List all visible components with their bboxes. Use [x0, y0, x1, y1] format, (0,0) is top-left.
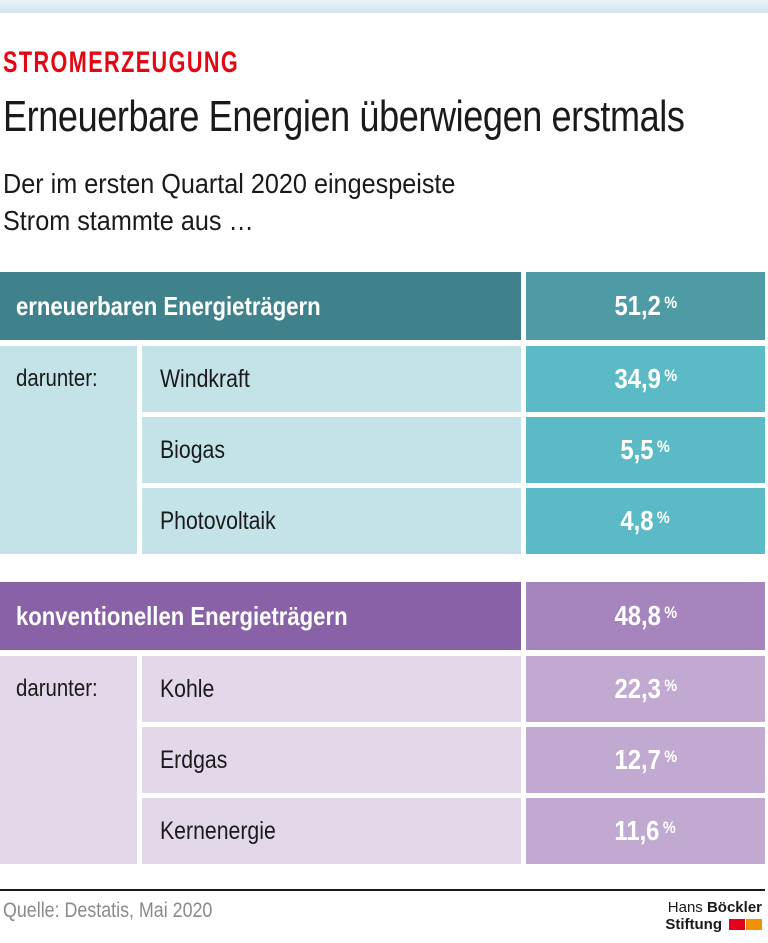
- table-row-value-cell: 12,7%: [526, 727, 765, 793]
- table-row-value-cell: 4,8%: [526, 488, 765, 554]
- table-row-label-cell: Kernenergie: [142, 798, 521, 864]
- table-row-value-cell: 22,3%: [526, 656, 765, 722]
- conventional-header-value: 48,8%: [614, 600, 677, 631]
- percent-sign: %: [663, 676, 677, 695]
- conventional-header-value-cell: 48,8%: [526, 582, 765, 650]
- table-row-value-cell: 11,6%: [526, 798, 765, 864]
- conventional-header-label: konventionellen Energieträgern: [16, 600, 348, 631]
- row-value: 11,6%: [614, 815, 677, 846]
- kicker-text: STROMERZEUGUNG: [3, 46, 240, 79]
- subtitle: Der im ersten Quartal 2020 eingespeiste …: [3, 165, 768, 239]
- row-label: Biogas: [160, 435, 225, 464]
- row-value: 4,8%: [620, 505, 671, 536]
- row-value: 22,3%: [614, 673, 677, 704]
- table-row-label-cell: Photovoltaik: [142, 488, 521, 554]
- footer: Quelle: Destatis, Mai 2020 Hans Böckler …: [0, 891, 765, 933]
- conventional-header-cell: konventionellen Energieträgern: [0, 582, 521, 650]
- top-accent-bar: [0, 0, 768, 13]
- renewables-darunter-cell: darunter:: [0, 346, 137, 554]
- source-text: Quelle: Destatis, Mai 2020: [3, 899, 213, 922]
- renewables-table: erneuerbaren Energieträgern 51,2% darunt…: [0, 272, 765, 554]
- percent-sign: %: [663, 366, 677, 385]
- renewables-header-value: 51,2%: [614, 290, 677, 321]
- kicker: STROMERZEUGUNG: [3, 47, 768, 79]
- page-title: Erneuerbare Energien überwiegen erstmals: [3, 93, 768, 141]
- source-note: Quelle: Destatis, Mai 2020: [3, 899, 249, 923]
- table-row-label-cell: Biogas: [142, 417, 521, 483]
- conventional-darunter-cell: darunter:: [0, 656, 137, 864]
- renewables-header-cell: erneuerbaren Energieträgern: [0, 272, 521, 340]
- percent-sign: %: [663, 293, 677, 312]
- renewables-header-label: erneuerbaren Energieträgern: [16, 290, 321, 321]
- table-row-label-cell: Erdgas: [142, 727, 521, 793]
- percent-sign: %: [657, 437, 671, 456]
- conventional-table: konventionellen Energieträgern 48,8% dar…: [0, 582, 765, 864]
- subtitle-line-1: Der im ersten Quartal 2020 eingespeiste: [3, 168, 456, 199]
- table-row-label-cell: Kohle: [142, 656, 521, 722]
- table-row-value-cell: 5,5%: [526, 417, 765, 483]
- row-value: 12,7%: [614, 744, 677, 775]
- header: STROMERZEUGUNG Erneuerbare Energien über…: [0, 47, 768, 239]
- table-row-label-cell: Windkraft: [142, 346, 521, 412]
- footer-divider: [0, 889, 765, 891]
- darunter-label: darunter:: [16, 365, 98, 392]
- row-label: Photovoltaik: [160, 506, 276, 535]
- hans-boeckler-stiftung-logo: Hans Böckler Stiftung: [665, 899, 762, 933]
- percent-sign: %: [663, 603, 677, 622]
- logo-line-1: Hans Böckler: [667, 899, 762, 916]
- row-label: Kernenergie: [160, 816, 276, 845]
- row-value: 5,5%: [620, 434, 671, 465]
- percent-sign: %: [663, 747, 677, 766]
- row-label: Erdgas: [160, 745, 228, 774]
- renewables-header-value-cell: 51,2%: [526, 272, 765, 340]
- logo-line-2: Stiftung: [665, 916, 762, 933]
- darunter-label: darunter:: [16, 675, 98, 702]
- table-row-value-cell: 34,9%: [526, 346, 765, 412]
- logo-orange-square-icon: [746, 919, 762, 930]
- percent-sign: %: [663, 818, 677, 837]
- row-label: Kohle: [160, 674, 215, 703]
- row-value: 34,9%: [614, 363, 677, 394]
- subtitle-line-2: Strom stammte aus …: [3, 205, 254, 236]
- page-title-text: Erneuerbare Energien überwiegen erstmals: [3, 92, 685, 141]
- logo-red-square-icon: [729, 919, 745, 930]
- percent-sign: %: [657, 508, 671, 527]
- row-label: Windkraft: [160, 364, 250, 393]
